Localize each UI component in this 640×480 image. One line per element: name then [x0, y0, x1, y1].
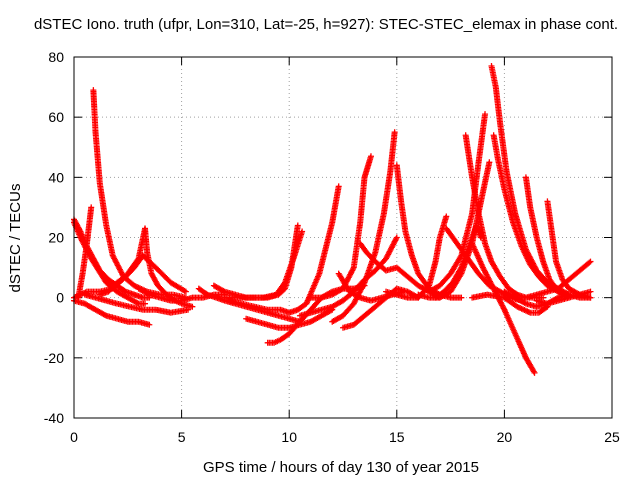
- x-tick-label: 15: [389, 429, 405, 445]
- data-series: [221, 228, 306, 301]
- data-point: [458, 294, 465, 301]
- data-point: [521, 299, 528, 306]
- x-tick-label: 5: [178, 429, 186, 445]
- data-series: [81, 291, 192, 316]
- x-axis-label: GPS time / hours of day 130 of year 2015: [203, 459, 479, 476]
- axis-ticks: 0 5 10 15 20 25 -40 -20 0 20 40 60 80: [44, 49, 620, 445]
- data-series: [307, 153, 374, 301]
- data-point: [142, 300, 149, 307]
- data-point: [486, 159, 493, 166]
- data-series: [533, 288, 594, 307]
- data-points: [71, 63, 594, 376]
- data-point: [144, 290, 151, 297]
- data-point: [182, 288, 189, 295]
- data-series: [522, 258, 594, 301]
- y-tick-label: 0: [56, 290, 64, 306]
- plot-frame: [73, 56, 613, 419]
- data-point: [587, 294, 594, 301]
- data-point: [367, 153, 374, 160]
- data-point: [101, 311, 108, 318]
- data-series: [225, 183, 342, 316]
- data-point: [393, 234, 400, 241]
- data-point: [531, 369, 538, 376]
- data-point: [482, 111, 489, 118]
- data-point: [443, 213, 450, 220]
- data-series: [71, 297, 153, 328]
- data-series: [544, 198, 594, 301]
- data-series: [490, 132, 572, 298]
- x-tick-label: 20: [497, 429, 513, 445]
- data-point: [587, 258, 594, 265]
- data-series: [469, 291, 551, 316]
- data-point: [146, 321, 153, 328]
- y-tick-label: 60: [48, 109, 64, 125]
- y-tick-label: 20: [48, 230, 64, 246]
- data-series: [96, 252, 189, 298]
- data-series: [340, 285, 422, 331]
- x-tick-label: 0: [70, 429, 78, 445]
- data-series: [71, 219, 149, 307]
- data-point: [586, 259, 593, 266]
- y-tick-label: -40: [44, 410, 64, 426]
- data-series: [135, 285, 228, 304]
- data-point: [88, 204, 95, 211]
- y-axis-label: dSTEC / TECUs: [7, 184, 24, 293]
- data-point: [335, 183, 342, 190]
- data-point: [220, 287, 227, 294]
- y-tick-label: 40: [48, 169, 64, 185]
- data-point: [391, 129, 398, 136]
- y-tick-label: 80: [48, 49, 64, 65]
- x-tick-label: 25: [604, 429, 620, 445]
- data-point: [355, 293, 362, 300]
- y-tick-label: -20: [44, 350, 64, 366]
- data-point: [299, 228, 306, 235]
- data-point: [587, 288, 594, 295]
- data-point: [189, 303, 196, 310]
- data-point: [294, 222, 301, 229]
- data-series: [90, 87, 189, 301]
- data-series: [432, 222, 484, 301]
- data-point: [134, 299, 141, 306]
- data-series: [383, 213, 450, 301]
- data-series: [393, 162, 465, 301]
- data-point: [185, 306, 192, 313]
- chart-title: dSTEC Iono. truth (ufpr, Lon=310, Lat=-2…: [34, 16, 618, 33]
- data-series: [210, 222, 301, 301]
- x-tick-label: 10: [281, 429, 297, 445]
- data-series: [329, 129, 398, 325]
